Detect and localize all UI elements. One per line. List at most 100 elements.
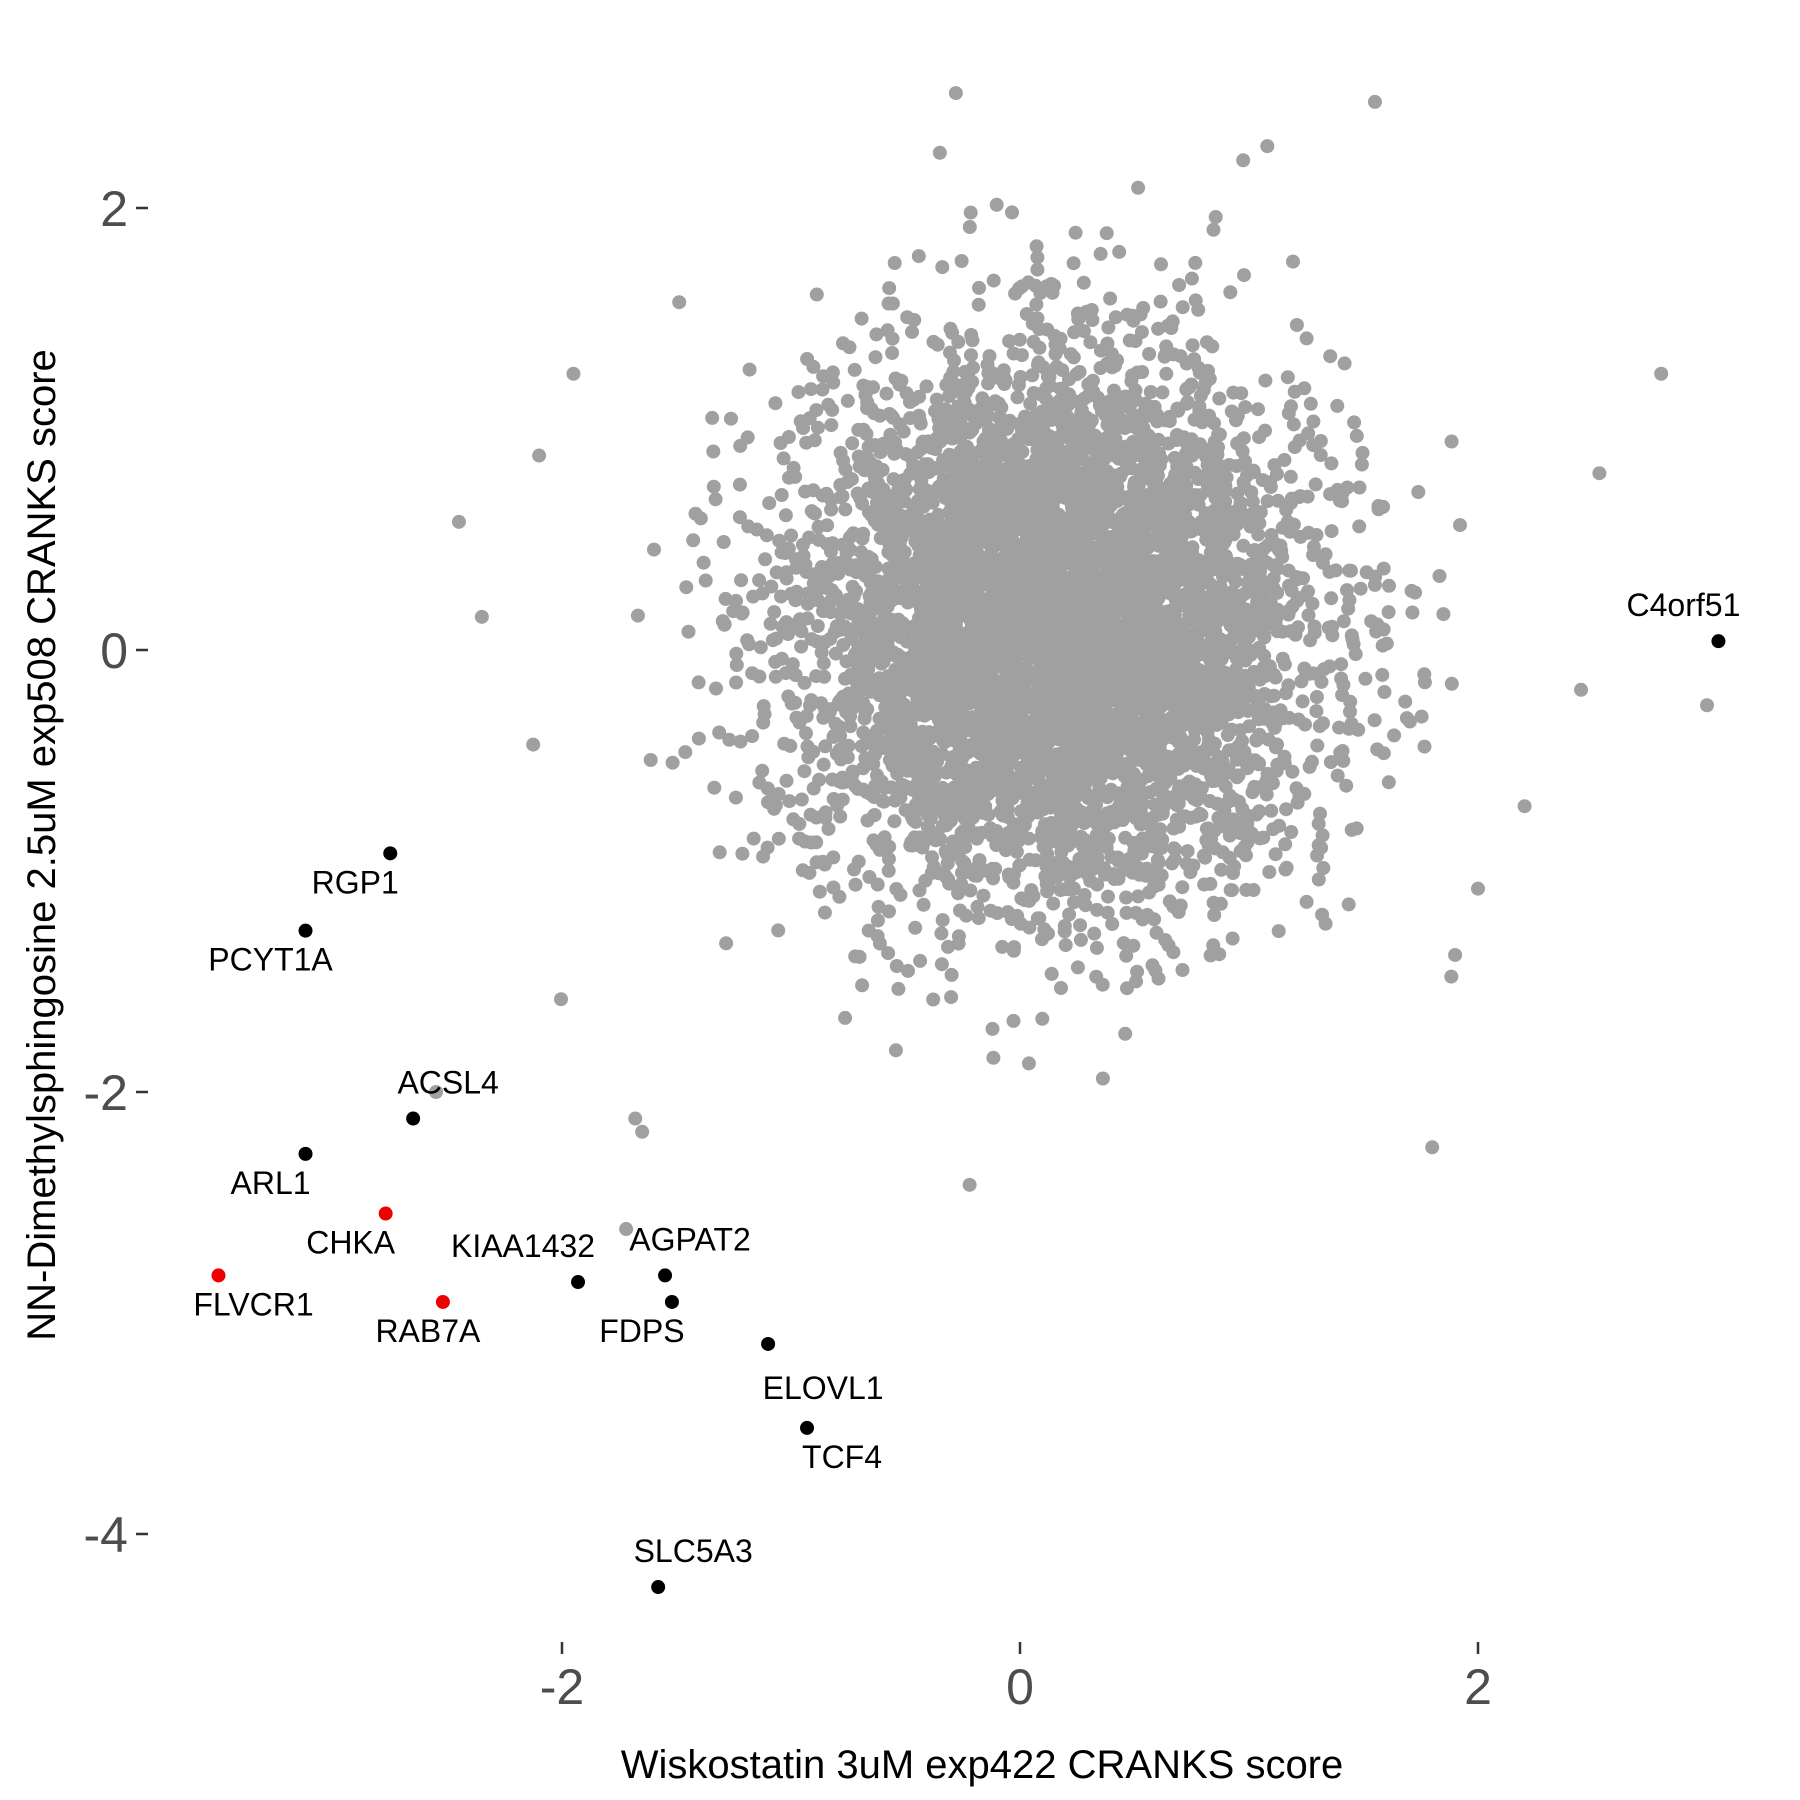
background-point <box>934 957 949 972</box>
background-point <box>884 504 899 519</box>
background-point <box>1101 889 1115 904</box>
background-point <box>1375 667 1390 682</box>
background-point <box>934 926 949 941</box>
background-point <box>1083 335 1098 350</box>
background-point <box>709 681 723 696</box>
background-point <box>1167 450 1182 465</box>
background-point <box>964 666 979 681</box>
background-point <box>1277 657 1292 672</box>
background-point <box>1175 736 1190 751</box>
background-point <box>1239 882 1254 897</box>
background-point <box>911 249 926 264</box>
background-point <box>1188 488 1203 503</box>
background-point <box>959 908 974 923</box>
background-point <box>1349 821 1364 836</box>
background-point <box>1118 830 1133 845</box>
background-point <box>964 348 978 363</box>
background-point <box>934 586 949 601</box>
background-point <box>1330 768 1345 783</box>
background-point <box>1313 806 1327 821</box>
background-point <box>1032 911 1047 926</box>
background-point <box>794 624 809 639</box>
background-point <box>1347 415 1362 430</box>
background-point <box>1066 256 1081 271</box>
background-point <box>785 657 800 672</box>
background-point <box>1005 205 1019 220</box>
background-point <box>930 337 945 352</box>
background-point <box>1029 239 1044 254</box>
background-point <box>937 807 952 822</box>
background-point <box>784 696 799 711</box>
background-point <box>1012 332 1027 347</box>
background-point <box>826 880 841 895</box>
background-point <box>887 814 902 829</box>
background-point <box>746 831 761 846</box>
background-point <box>1089 940 1104 955</box>
background-point <box>1184 271 1199 286</box>
background-point <box>976 888 991 903</box>
background-point <box>1202 371 1217 386</box>
background-point <box>1119 890 1134 905</box>
background-point <box>630 608 645 623</box>
background-point <box>901 963 915 978</box>
background-point <box>1436 607 1451 622</box>
background-point <box>1414 709 1429 724</box>
background-point <box>1303 633 1318 648</box>
background-point <box>881 572 896 587</box>
background-point <box>1184 377 1199 392</box>
background-point <box>1029 297 1044 312</box>
background-point <box>1111 854 1126 868</box>
background-point <box>1192 365 1207 380</box>
background-point <box>818 739 833 754</box>
background-point <box>854 311 869 326</box>
background-point <box>1099 226 1114 241</box>
background-point <box>1281 563 1296 578</box>
background-point <box>1381 775 1396 790</box>
background-point <box>1310 738 1325 753</box>
background-point <box>1154 257 1168 272</box>
background-point <box>1260 494 1275 509</box>
background-point <box>1073 932 1088 947</box>
background-point <box>1007 940 1022 955</box>
background-point <box>1258 423 1272 438</box>
background-point <box>1203 876 1218 891</box>
background-point <box>763 616 778 631</box>
background-point <box>792 831 807 846</box>
background-point <box>834 752 848 767</box>
background-point <box>1030 250 1045 265</box>
background-point <box>1398 694 1413 709</box>
background-point <box>969 760 984 775</box>
background-point <box>729 646 744 661</box>
background-point <box>1405 605 1420 620</box>
background-point <box>1100 790 1115 805</box>
background-point <box>753 640 768 655</box>
background-point <box>1077 888 1092 902</box>
background-point <box>1041 926 1055 941</box>
background-point <box>913 953 928 968</box>
background-point <box>881 296 896 311</box>
background-point <box>1271 924 1286 939</box>
background-point <box>1277 749 1292 764</box>
background-point <box>1103 807 1117 822</box>
background-point <box>804 382 818 397</box>
background-point <box>985 1021 1000 1036</box>
background-point <box>797 675 812 690</box>
background-point <box>1185 338 1200 353</box>
background-point <box>885 346 900 360</box>
background-point <box>678 745 693 760</box>
background-point <box>962 220 977 234</box>
background-point <box>734 573 749 588</box>
background-point <box>968 826 983 841</box>
background-point <box>1337 356 1352 371</box>
background-point <box>775 619 790 634</box>
background-point <box>1144 536 1159 551</box>
background-point <box>969 861 984 876</box>
background-point <box>1142 347 1157 361</box>
background-point <box>807 433 822 448</box>
background-point <box>779 773 794 788</box>
background-point <box>1228 574 1243 589</box>
background-point <box>1153 294 1168 309</box>
background-point <box>1263 480 1278 494</box>
background-point <box>722 732 737 747</box>
background-point <box>899 386 914 401</box>
